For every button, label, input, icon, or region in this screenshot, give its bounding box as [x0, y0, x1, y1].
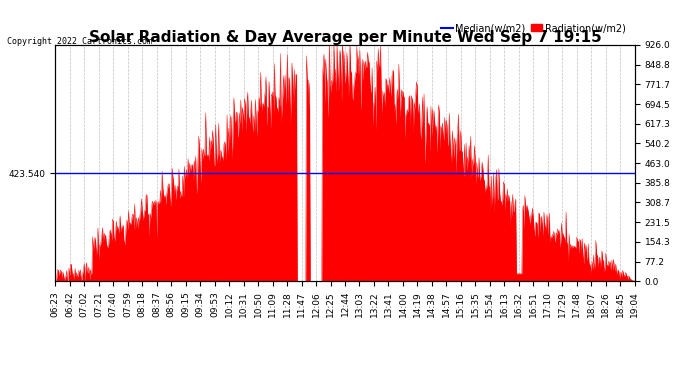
- Legend: Median(w/m2), Radiation(w/m2): Median(w/m2), Radiation(w/m2): [437, 19, 630, 37]
- Title: Solar Radiation & Day Average per Minute Wed Sep 7 19:15: Solar Radiation & Day Average per Minute…: [88, 30, 602, 45]
- Text: Copyright 2022 Cartronics.com: Copyright 2022 Cartronics.com: [7, 38, 152, 46]
